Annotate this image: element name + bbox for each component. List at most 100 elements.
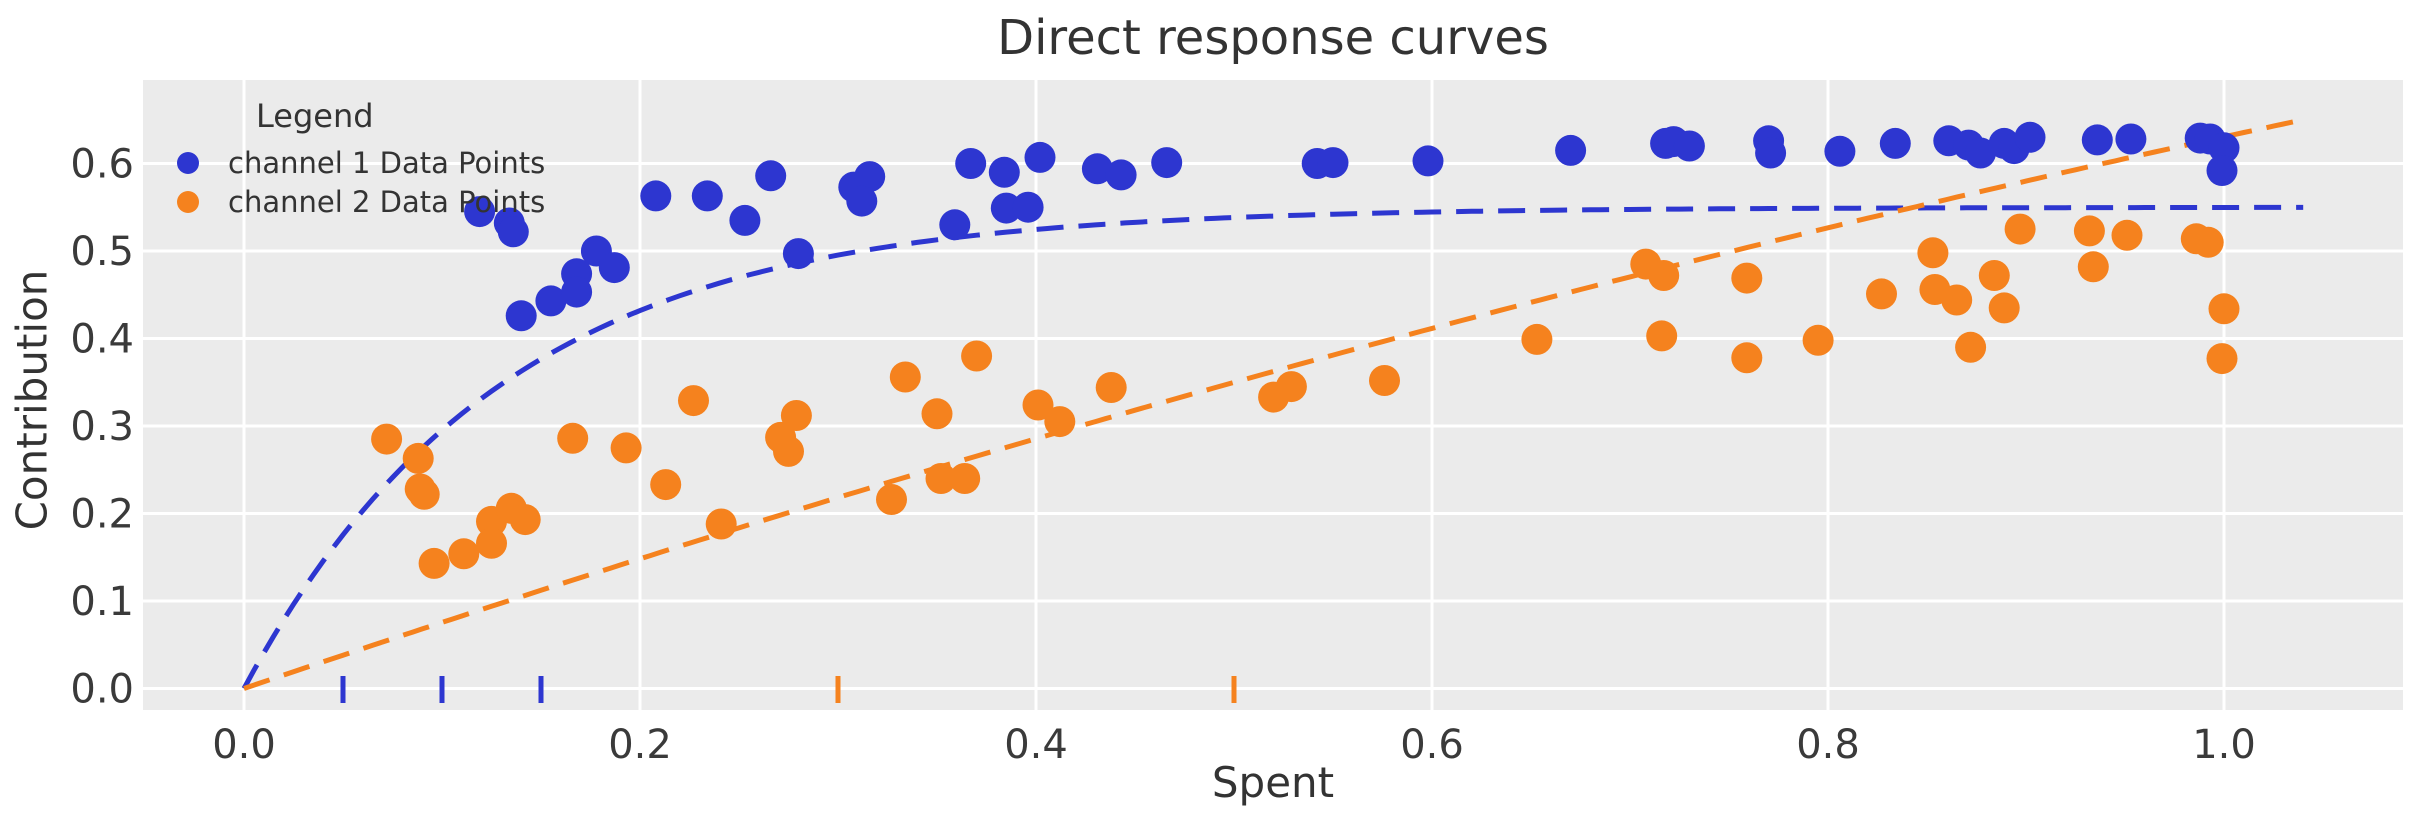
scatter-point-channel-2 <box>1095 372 1127 403</box>
scatter-point-channel-1 <box>1151 147 1183 179</box>
scatter-point-channel-1 <box>729 204 761 236</box>
scatter-point-channel-2 <box>1802 324 1834 356</box>
scatter-point-channel-2 <box>476 527 507 559</box>
scatter-point-channel-2 <box>418 547 450 579</box>
scatter-point-channel-1 <box>464 196 496 228</box>
scatter-point-channel-1 <box>755 160 787 192</box>
scatter-point-channel-1 <box>1824 135 1856 167</box>
scatter-point-channel-2 <box>1044 406 1076 438</box>
scatter-point-channel-1 <box>1673 130 1705 162</box>
scatter-point-channel-2 <box>2192 226 2224 258</box>
legend-label-channel-1: channel 1 Data Points <box>228 146 546 180</box>
scatter-point-channel-2 <box>1941 284 1973 316</box>
legend-marker-channel-2-icon <box>177 191 199 213</box>
legend-label-channel-2: channel 2 Data Points <box>228 185 546 219</box>
scatter-point-channel-2 <box>678 385 709 417</box>
scatter-point-channel-2 <box>1369 365 1400 396</box>
scatter-point-channel-2 <box>705 508 737 540</box>
scatter-point-channel-2 <box>408 478 440 510</box>
scatter-point-channel-1 <box>497 216 529 248</box>
scatter-point-channel-1 <box>2206 155 2238 186</box>
y-tick-label: 0.0 <box>70 667 134 713</box>
scatter-point-channel-2 <box>1648 260 1680 291</box>
scatter-point-channel-1 <box>535 285 567 317</box>
y-tick-label: 0.6 <box>70 142 134 188</box>
scatter-point-channel-1 <box>2014 121 2046 153</box>
scatter-point-channel-2 <box>610 432 642 464</box>
scatter-point-channel-1 <box>1012 191 1044 223</box>
scatter-point-channel-2 <box>2206 343 2238 375</box>
scatter-point-channel-1 <box>854 161 886 193</box>
scatter-point-channel-2 <box>448 538 480 570</box>
scatter-point-channel-2 <box>961 340 993 372</box>
x-axis-label: Spent <box>1211 758 1335 807</box>
scatter-point-channel-2 <box>876 484 907 515</box>
scatter-point-channel-2 <box>2111 219 2143 251</box>
scatter-point-channel-1 <box>1024 141 1056 173</box>
scatter-point-channel-2 <box>1978 260 2010 291</box>
scatter-point-channel-2 <box>773 435 804 467</box>
scatter-point-channel-2 <box>780 400 812 431</box>
scatter-point-channel-2 <box>1275 371 1307 403</box>
scatter-point-channel-2 <box>1521 323 1553 355</box>
scatter-point-channel-1 <box>2115 123 2147 155</box>
scatter-point-channel-1 <box>939 209 971 241</box>
scatter-point-channel-2 <box>2004 213 2036 245</box>
scatter-point-channel-2 <box>509 504 541 536</box>
scatter-point-channel-1 <box>1081 153 1113 185</box>
y-tick-label: 0.5 <box>70 229 134 275</box>
scatter-point-channel-2 <box>1731 342 1763 374</box>
scatter-point-channel-1 <box>598 252 630 284</box>
scatter-point-channel-2 <box>925 463 957 494</box>
scatter-point-channel-1 <box>2081 124 2113 156</box>
scatter-point-channel-2 <box>650 469 682 501</box>
x-tick-label: 0.0 <box>212 722 276 768</box>
legend-marker-channel-1-icon <box>177 152 199 174</box>
y-tick-label: 0.1 <box>70 579 134 625</box>
scatter-point-channel-2 <box>371 423 403 455</box>
channel-2-response-curve <box>243 117 2304 691</box>
scatter-point-channel-2 <box>2073 215 2105 247</box>
scatter-point-channel-2 <box>1917 237 1949 269</box>
y-tick-label: 0.3 <box>70 404 134 450</box>
scatter-point-channel-1 <box>1555 134 1587 166</box>
scatter-point-channel-2 <box>2077 251 2109 283</box>
scatter-point-channel-2 <box>1955 331 1987 363</box>
x-tick-label: 0.6 <box>1400 722 1464 768</box>
scatter-point-channel-1 <box>640 180 672 212</box>
scatter-point-channel-1 <box>1105 159 1137 191</box>
scatter-point-channel-1 <box>1412 145 1444 177</box>
scatter-point-channel-1 <box>990 192 1022 224</box>
scatter-point-channel-2 <box>402 442 434 474</box>
scatter-point-channel-1 <box>782 238 814 270</box>
y-tick-label: 0.4 <box>70 317 134 363</box>
scatter-point-channel-2 <box>2208 293 2240 325</box>
scatter-point-channel-2 <box>557 422 589 454</box>
x-tick-label: 0.8 <box>1796 722 1860 768</box>
scatter-point-channel-1 <box>691 180 723 212</box>
scatter-point-channel-2 <box>1731 262 1763 294</box>
scatter-point-channel-1 <box>505 300 537 332</box>
scatter-point-channel-1 <box>1317 147 1349 179</box>
scatter-point-channel-1 <box>846 185 878 217</box>
scatter-point-channel-1 <box>561 276 593 308</box>
scatter-point-channel-1 <box>1879 127 1911 159</box>
scatter-point-channel-1 <box>988 156 1020 188</box>
scatter-point-channel-1 <box>2208 132 2240 164</box>
chart-title: Direct response curves <box>997 10 1549 66</box>
x-tick-label: 0.4 <box>1004 722 1068 768</box>
scatter-point-channel-1 <box>955 148 987 179</box>
scatter-point-channel-2 <box>889 361 921 393</box>
scatter-point-channel-1 <box>1755 137 1787 169</box>
x-tick-label: 0.2 <box>608 722 672 768</box>
y-tick-label: 0.2 <box>70 492 134 538</box>
scatter-point-channel-2 <box>921 398 953 430</box>
legend-title: Legend <box>256 97 374 135</box>
scatter-point-channel-2 <box>1988 292 2020 324</box>
y-axis-label: Contribution <box>7 269 57 531</box>
scatter-point-channel-2 <box>1866 278 1897 310</box>
scatter-point-channel-1 <box>1965 137 1996 169</box>
scatter-point-channel-2 <box>1646 320 1678 352</box>
